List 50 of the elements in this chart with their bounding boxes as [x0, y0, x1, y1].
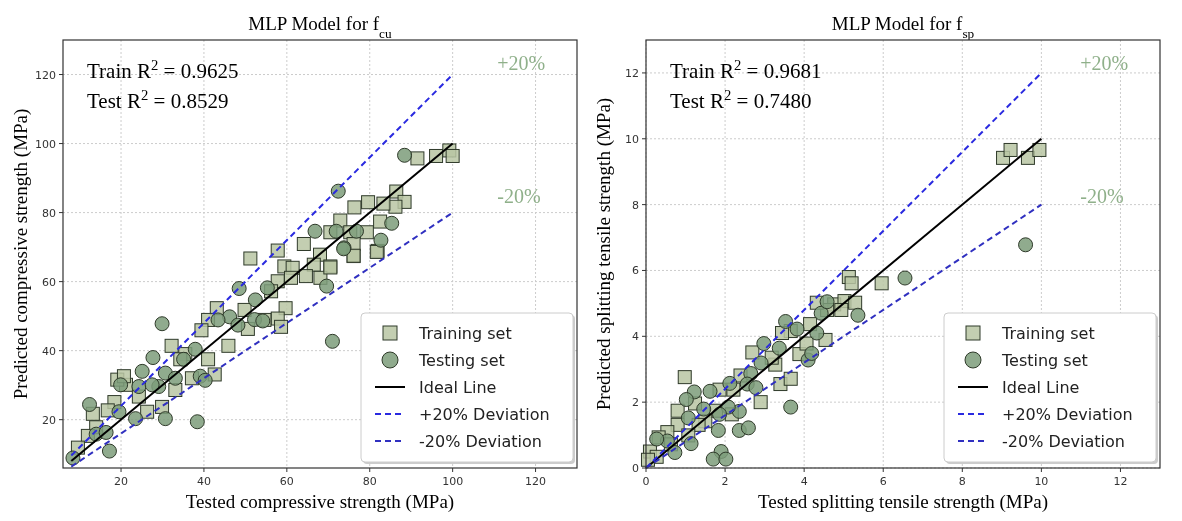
legend-label: Training set: [418, 324, 512, 343]
x-tick-label: 6: [879, 475, 887, 488]
x-tick-label: 12: [1113, 475, 1128, 488]
y-tick-label: 12: [625, 66, 639, 80]
x-tick-label: 4: [800, 475, 808, 488]
y-tick-label: 20: [42, 413, 56, 427]
x-tick-label: 0: [642, 475, 650, 488]
legend-label: Training set: [1001, 324, 1095, 343]
x-tick-label: 80: [362, 475, 377, 488]
y-tick-label: 6: [632, 264, 639, 278]
annotation: Train R$^{2}$ = 0.9681: [670, 57, 822, 83]
x-axis-title: Tested compressive strength (MPa): [185, 491, 455, 513]
annotation: -20%: [1080, 184, 1124, 207]
x-axis-title: Tested splitting tensile strength (MPa): [758, 491, 1048, 513]
legend-label: +20% Deviation: [419, 405, 550, 424]
x-tick-label: 10: [1034, 475, 1049, 488]
y-tick-label: 100: [35, 137, 56, 151]
y-axis-title: Predicted compressive strength (MPa): [10, 108, 32, 400]
y-tick-label: 80: [42, 206, 56, 220]
legend-label: Testing set: [418, 351, 505, 370]
chart-title: MLP Model for f$_{sp}$: [831, 13, 975, 41]
legend-label: +20% Deviation: [1002, 405, 1133, 424]
annotation: Test R$^{2}$ = 0.8529: [87, 87, 229, 113]
x-tick-label: 60: [279, 475, 294, 488]
x-tick-label: 2: [721, 475, 729, 488]
y-axis-title: Predicted splitting tensile strength (MPa): [593, 97, 615, 411]
annotation: -20%: [497, 184, 541, 207]
annotation: +20%: [497, 51, 546, 74]
y-tick-label: 10: [625, 132, 639, 146]
x-tick-label: 40: [196, 475, 211, 488]
x-tick-label: 8: [958, 475, 966, 488]
x-tick-label: 20: [114, 475, 129, 488]
y-tick-label: 40: [42, 344, 56, 358]
legend-label: Ideal Line: [1002, 378, 1080, 397]
legend-label: Ideal Line: [419, 378, 497, 397]
y-tick-label: 60: [42, 275, 56, 289]
legend-label: -20% Deviation: [1002, 432, 1125, 451]
chart-title: MLP Model for f$_{cu}$: [248, 13, 392, 41]
annotation: Test R$^{2}$ = 0.7480: [670, 87, 812, 113]
y-tick-label: 4: [632, 330, 639, 344]
x-tick-label: 120: [525, 475, 547, 488]
x-tick-label: 100: [442, 475, 464, 488]
y-tick-label: 0: [632, 462, 639, 475]
y-tick-label: 8: [632, 198, 639, 212]
annotation: Train R$^{2}$ = 0.9625: [87, 57, 239, 83]
annotation: +20%: [1080, 51, 1129, 74]
y-tick-label: 120: [35, 68, 56, 82]
legend-label: Testing set: [1001, 351, 1088, 370]
y-tick-label: 2: [632, 396, 639, 410]
legend-label: -20% Deviation: [419, 432, 542, 451]
